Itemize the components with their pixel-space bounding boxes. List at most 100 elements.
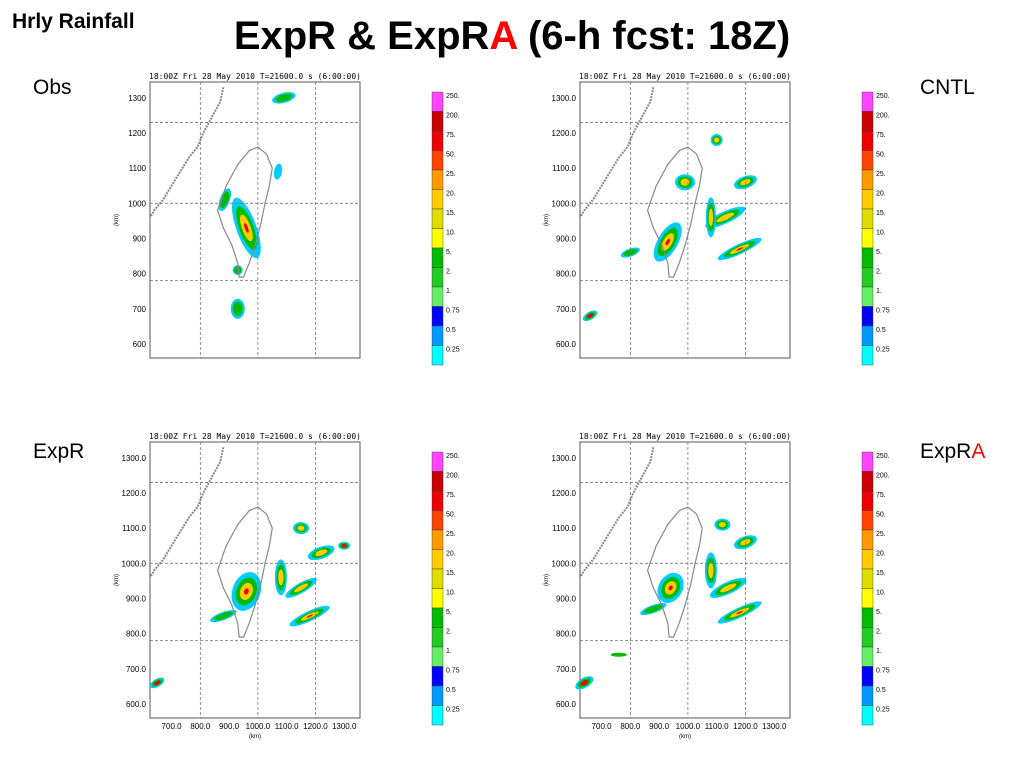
colorbar-label: 1. (876, 648, 882, 655)
rain-cell (154, 680, 161, 686)
colorbar-swatch (861, 267, 874, 288)
colorbar-label: 0.5 (876, 687, 886, 694)
plot-frame (149, 81, 361, 359)
colorbar-label: 75. (446, 492, 456, 499)
rain-cell (297, 525, 305, 531)
x-axis-label: (km) (679, 734, 691, 740)
rain-field (579, 87, 762, 322)
rainfall-map-expr: 18:00Z Fri 28 May 2010 T=21600.0 s (6:00… (110, 430, 470, 740)
colorbar-label: 15. (446, 210, 456, 217)
rain-cell (341, 543, 347, 548)
colorbar-label: 200. (876, 113, 890, 120)
colorbar-swatch (861, 666, 874, 687)
rain-cell (714, 137, 720, 143)
rain-cell (243, 588, 249, 595)
rain-cell (213, 611, 233, 621)
y-tick-label: 1300.0 (122, 454, 147, 463)
colorbar-label: 0.5 (446, 687, 456, 694)
x-axis-label: (km) (249, 734, 261, 740)
colorbar-swatch (861, 451, 874, 472)
y-tick-label: 1300.0 (552, 94, 577, 103)
rain-cell (708, 208, 714, 227)
rainfall-map-expra: 18:00Z Fri 28 May 2010 T=21600.0 s (6:00… (540, 430, 900, 740)
colorbar-swatch (431, 169, 444, 190)
colorbar-swatch (861, 150, 874, 171)
colorbar-swatch (431, 91, 444, 112)
colorbar-label: 5. (446, 249, 452, 256)
y-tick-label: 1100.0 (552, 164, 576, 173)
taiwan-outline (216, 506, 273, 638)
x-tick-label: 1200.0 (303, 722, 328, 731)
colorbar-label: 50. (446, 512, 456, 519)
colorbar-swatch (861, 607, 874, 628)
rain-cell (273, 163, 283, 180)
colorbar-swatch (431, 286, 444, 307)
colorbar-label: 5. (446, 609, 452, 616)
colorbar-swatch (431, 325, 444, 346)
colorbar-swatch (861, 345, 874, 366)
y-tick-label: 1000.0 (552, 559, 577, 568)
colorbar-swatch (861, 306, 874, 327)
colorbar-swatch (431, 189, 444, 210)
y-tick-label: 1100.0 (552, 524, 576, 533)
y-tick-label: 900 (133, 234, 147, 243)
colorbar-label: 10. (446, 230, 456, 237)
rain-cell (708, 562, 714, 579)
y-tick-label: 1200 (128, 129, 146, 138)
colorbar-swatch (861, 510, 874, 531)
colorbar-label: 25. (446, 531, 456, 538)
colorbar-label: 2. (876, 629, 882, 636)
y-axis-label: (km) (544, 214, 550, 226)
colorbar-label: 250. (876, 453, 890, 460)
x-tick-label: 1100.0 (705, 722, 729, 731)
colorbar-label: 250. (446, 93, 460, 100)
coastline (579, 87, 655, 218)
colorbar-label: 250. (446, 453, 460, 460)
x-tick-label: 1000.0 (246, 722, 271, 731)
y-tick-label: 1000.0 (552, 199, 577, 208)
y-tick-label: 600.0 (556, 700, 577, 709)
colorbar-label: 15. (876, 210, 886, 217)
colorbar-swatch (431, 549, 444, 570)
colorbar-label: 20. (446, 551, 456, 558)
colorbar-label: 0.75 (876, 668, 890, 675)
plot-frame (579, 441, 791, 719)
title-highlight: A (489, 14, 517, 58)
colorbar-label: 1. (446, 288, 452, 295)
colorbar-label: 5. (876, 249, 882, 256)
x-tick-label: 700.0 (162, 722, 183, 731)
map-plot-expr: 18:00Z Fri 28 May 2010 T=21600.0 s (6:00… (114, 432, 460, 740)
colorbar-swatch (861, 588, 874, 609)
colorbar-swatch (861, 685, 874, 706)
y-axis-label: (km) (114, 574, 120, 586)
rain-cell (244, 223, 249, 233)
y-tick-label: 1000 (128, 199, 146, 208)
rain-cell (643, 604, 663, 614)
rain-cell (665, 238, 670, 246)
colorbar-label: 0.25 (446, 707, 460, 714)
rain-cell (278, 569, 284, 586)
rain-field (149, 447, 351, 689)
colorbar-swatch (431, 666, 444, 687)
plot-header-text: 18:00Z Fri 28 May 2010 T=21600.0 s (6:00… (579, 72, 791, 81)
colorbar-swatch (861, 189, 874, 210)
colorbar-swatch (861, 286, 874, 307)
colorbar-label: 10. (876, 590, 886, 597)
colorbar-swatch (431, 247, 444, 268)
plot-header-text: 18:00Z Fri 28 May 2010 T=21600.0 s (6:00… (579, 432, 791, 441)
rain-cell (718, 521, 726, 528)
colorbar-label: 75. (876, 492, 886, 499)
panel-label-expra: ExpRA (920, 440, 986, 463)
map-plot-cntl: 18:00Z Fri 28 May 2010 T=21600.0 s (6:00… (544, 72, 890, 366)
colorbar-label: 15. (876, 570, 886, 577)
colorbar-swatch (431, 627, 444, 648)
colorbar-swatch (431, 685, 444, 706)
y-tick-label: 600 (133, 340, 147, 349)
x-tick-label: 1000.0 (676, 722, 701, 731)
rainfall-map-obs: 18:00Z Fri 28 May 2010 T=21600.0 s (6:00… (110, 70, 470, 380)
rain-cell (668, 585, 673, 591)
y-tick-label: 1000.0 (122, 559, 147, 568)
rain-field (149, 87, 296, 319)
colorbar-swatch (431, 471, 444, 492)
y-tick-label: 700.0 (126, 665, 147, 674)
